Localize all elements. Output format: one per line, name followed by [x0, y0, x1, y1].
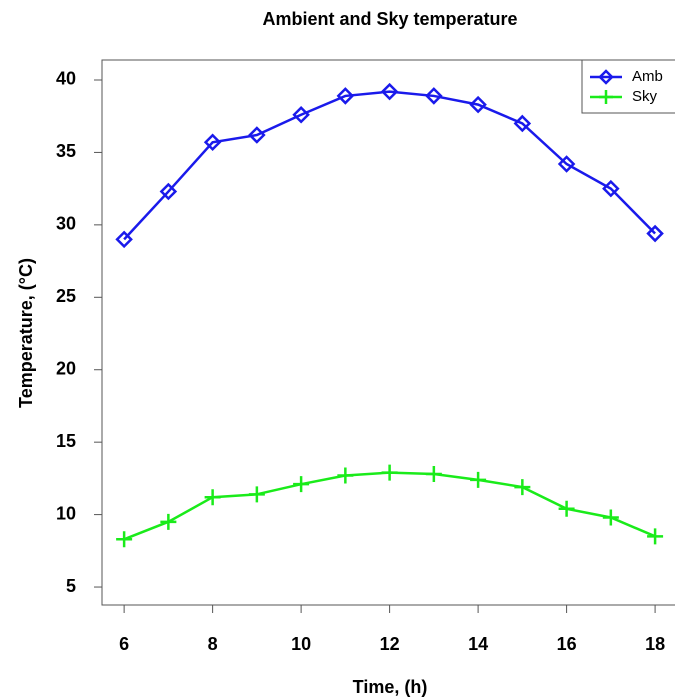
legend-marker [599, 90, 613, 104]
plot-frame [101, 59, 675, 606]
marker [293, 476, 310, 493]
y-tick-label: 25 [56, 286, 76, 306]
marker [115, 230, 133, 249]
x-tick-label: 14 [468, 634, 488, 654]
marker [248, 126, 266, 144]
marker [558, 500, 575, 517]
y-tick-label: 20 [56, 358, 76, 378]
marker [602, 509, 619, 526]
y-tick-label: 10 [56, 503, 76, 523]
x-tick-label: 6 [119, 634, 129, 654]
marker [425, 466, 442, 483]
marker [204, 489, 221, 506]
marker [337, 467, 354, 484]
legend-label: Amb [632, 68, 663, 85]
series [116, 464, 664, 548]
x-axis-title: Time, (h) [353, 677, 428, 697]
y-tick-label: 15 [56, 431, 76, 451]
marker [646, 224, 664, 243]
legend-marker [598, 69, 614, 85]
series [115, 82, 664, 249]
marker [203, 133, 222, 152]
marker [248, 486, 265, 503]
series-line [123, 471, 656, 541]
x-tick-label: 16 [557, 634, 577, 654]
chart-title: Ambient and Sky temperature [262, 9, 517, 29]
marker [602, 179, 620, 198]
marker [159, 182, 178, 201]
y-tick-label: 35 [56, 141, 76, 161]
marker [470, 471, 487, 488]
y-tick-label: 40 [56, 69, 76, 89]
marker [381, 464, 398, 481]
x-tick-label: 10 [291, 634, 311, 654]
marker [160, 513, 177, 530]
marker [513, 114, 532, 133]
x-tick-label: 8 [208, 634, 218, 654]
x-tick-label: 18 [645, 634, 665, 654]
marker [557, 155, 576, 173]
y-tick-label: 5 [66, 576, 76, 596]
marker [380, 82, 399, 101]
legend-box [581, 59, 675, 114]
y-axis-title: Temperature, (°C) [16, 258, 36, 408]
marker [647, 528, 664, 545]
marker [469, 95, 487, 114]
marker [425, 87, 443, 105]
marker [116, 531, 133, 548]
marker [292, 105, 310, 124]
legend-label: Sky [632, 88, 658, 105]
x-tick-label: 12 [380, 634, 400, 654]
marker [514, 479, 531, 496]
y-tick-label: 30 [56, 214, 76, 234]
marker [336, 87, 355, 105]
series-line [123, 90, 656, 241]
